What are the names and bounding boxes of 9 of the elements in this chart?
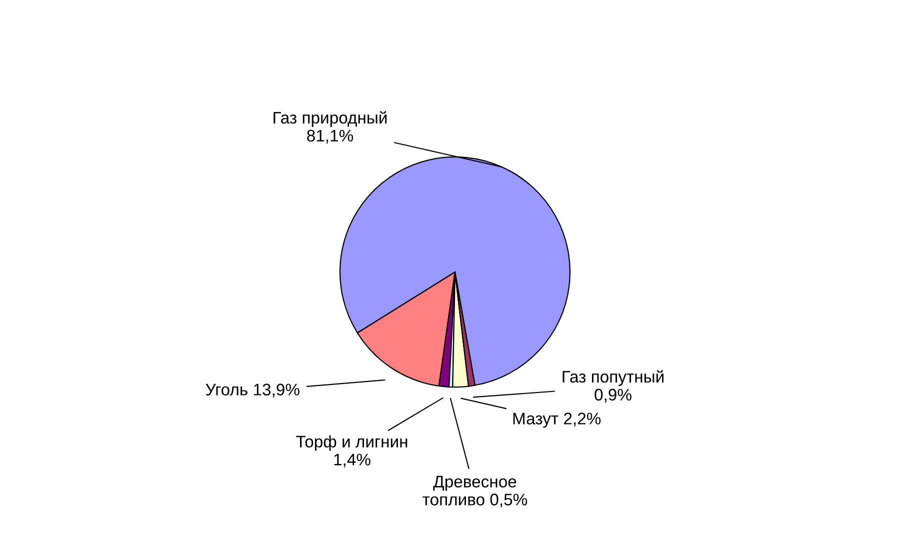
data-label: 81,1% bbox=[307, 130, 354, 144]
slice-label: Древесное топливо 0,5% bbox=[422, 476, 528, 508]
data-label: 0,9% bbox=[594, 388, 632, 403]
data-label: 1,4% bbox=[334, 454, 370, 468]
slice-label: Торф и лигнин bbox=[296, 435, 408, 451]
slice-label: Уголь 13,9% bbox=[206, 384, 300, 398]
slice-label: Мазут 2,2% bbox=[513, 412, 601, 428]
slice-label: Газ природный bbox=[274, 111, 387, 127]
slice-label: Газ попутный bbox=[562, 370, 664, 386]
